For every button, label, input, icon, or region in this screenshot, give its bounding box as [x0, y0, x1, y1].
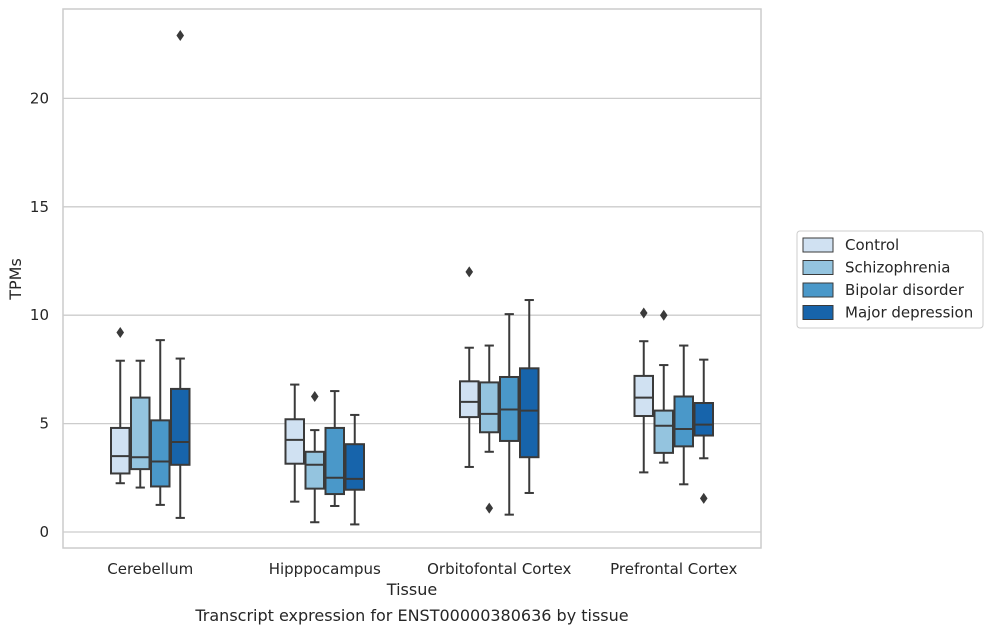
outlier-point [639, 307, 648, 319]
outlier-point [659, 309, 668, 321]
box-3-0 [633, 307, 654, 474]
box-1-3 [344, 413, 365, 526]
box-3-1 [653, 309, 674, 464]
box-2-3 [519, 299, 540, 494]
plot-frame [62, 8, 762, 549]
legend-swatch [802, 282, 834, 298]
outlier-point [485, 502, 494, 514]
legend-swatch [802, 237, 834, 253]
y-tick-label: 0 [39, 523, 49, 541]
box-iqr [633, 374, 654, 418]
y-tick-label: 10 [30, 306, 49, 324]
box-0-2 [150, 339, 171, 506]
box-0-1 [130, 359, 151, 489]
box-iqr [519, 367, 540, 459]
box-0-0 [110, 327, 131, 485]
legend-swatch [802, 260, 834, 275]
box-iqr [304, 450, 325, 490]
x-axis-label: Tissue [386, 580, 437, 599]
box-1-2 [324, 390, 345, 507]
plot-area [110, 30, 714, 526]
box-iqr [673, 395, 694, 448]
chart-caption: Transcript expression for ENST0000038063… [194, 606, 628, 625]
box-iqr [479, 381, 500, 434]
box-iqr [110, 426, 131, 475]
box-3-2 [673, 344, 694, 486]
legend-label: Control [845, 236, 899, 254]
box-iqr [130, 396, 151, 471]
box-iqr [284, 418, 305, 465]
x-axis-ticks: Cerebellum Hipppocampus Orbitofontal Corte… [107, 560, 737, 578]
box-0-3 [170, 30, 191, 519]
box-iqr [150, 419, 171, 488]
y-tick-label: 5 [39, 415, 49, 433]
legend-frame [796, 230, 984, 329]
x-tick-label: Orbitofontal Cortex [427, 560, 571, 578]
box-iqr [459, 380, 480, 419]
box-iqr [693, 402, 714, 437]
x-tick-label: Cerebellum [107, 560, 193, 578]
box-2-1 [479, 344, 500, 514]
legend-label: Bipolar disorder [845, 281, 965, 299]
box-iqr [324, 426, 345, 496]
box-iqr [653, 409, 674, 454]
box-2-2 [499, 313, 520, 516]
y-tick-label: 15 [30, 198, 49, 216]
y-tick-label: 20 [30, 89, 49, 107]
y-axis-label: TPMs [6, 258, 25, 301]
box-2-0 [459, 266, 480, 468]
outlier-point [310, 391, 319, 402]
x-tick-label: Prefrontal Cortex [610, 560, 737, 578]
box-iqr [170, 387, 191, 466]
legend-swatch [802, 305, 834, 320]
outlier-point [176, 30, 185, 42]
x-tick-label: Hipppocampus [269, 560, 381, 578]
box-3-3 [693, 358, 714, 504]
outlier-point [116, 327, 125, 339]
box-iqr [344, 443, 365, 491]
legend-label: Schizophrenia [845, 259, 950, 277]
box-1-0 [284, 383, 305, 503]
box-1-1 [304, 391, 325, 524]
outlier-point [465, 266, 474, 278]
y-axis-ticks: 0 5 10 15 20 [30, 89, 49, 541]
legend-label: Major depression [845, 304, 973, 322]
outlier-point [699, 492, 708, 504]
legend: Control Schizophrenia Bipolar disorder Majo… [796, 230, 984, 329]
